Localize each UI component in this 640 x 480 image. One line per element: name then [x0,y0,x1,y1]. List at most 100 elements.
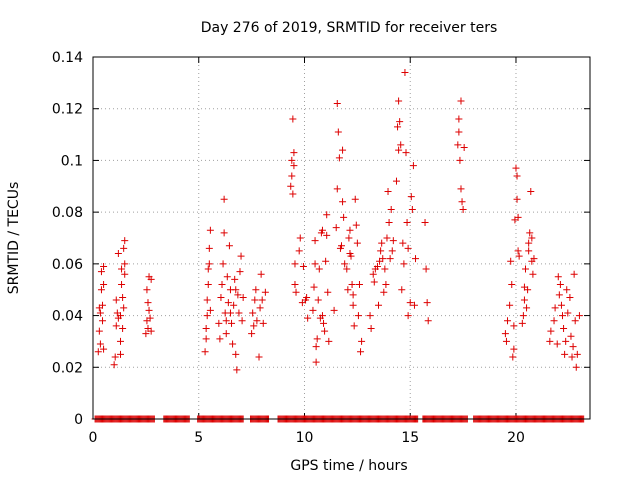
data-point [515,252,523,260]
x-axis-label: GPS time / hours [290,458,407,474]
data-point [357,348,365,356]
data-point [380,288,388,296]
data-point [570,270,578,278]
data-point [311,260,319,268]
data-point [99,317,107,325]
data-point [350,322,358,330]
data-point [406,299,414,307]
data-point [261,288,269,296]
data-point [314,296,322,304]
data-point [110,361,118,369]
data-point [506,301,514,309]
data-point [257,270,265,278]
x-tick-label: 15 [401,430,419,446]
data-point [404,244,412,252]
data-point [230,301,238,309]
data-point [118,281,126,289]
data-point [395,97,403,105]
data-point [572,363,580,371]
data-point [523,304,531,312]
data-point [258,296,266,304]
data-point [381,265,389,273]
data-point [219,260,227,268]
data-point [564,309,572,317]
data-point [373,262,381,270]
data-point [557,301,565,309]
data-point [234,291,242,299]
data-point [289,190,297,198]
data-point [513,195,521,203]
data-point [147,275,155,283]
data-point [407,193,415,201]
data-point [367,325,375,332]
plot-frame [92,56,591,420]
data-point [339,146,347,154]
data-point [259,319,267,327]
data-point [233,366,241,374]
data-point [299,262,307,270]
data-point [323,211,331,219]
data-point [239,293,247,301]
data-point [114,250,122,258]
data-point [573,350,581,358]
data-point [392,177,400,185]
data-point [358,337,366,345]
data-point [546,337,554,345]
data-point [97,286,105,294]
data-point [251,296,259,304]
data-point [315,265,323,273]
data-point [575,312,583,320]
data-point [111,353,119,361]
data-point [220,195,228,203]
y-axis-label: SRMTID / TECUs [6,182,22,295]
data-point [508,281,516,289]
chart-title: Day 276 of 2019, SRMTID for receiver ter… [201,20,498,36]
x-tick-label: 20 [507,430,525,446]
data-point [338,242,345,250]
data-point [206,226,214,234]
data-point [568,353,576,361]
data-point [112,296,120,304]
y-tick-label: 0.06 [52,257,83,273]
data-point [236,268,244,276]
data-point [386,255,394,263]
data-point [231,275,239,283]
data-point [289,115,297,123]
data-point [379,255,387,263]
data-point [562,337,570,345]
data-point [528,234,536,242]
data-point [369,270,377,278]
data-point [203,296,211,304]
data-point [217,293,225,301]
data-point [399,239,407,247]
data-point [249,309,257,317]
data-point [345,234,353,242]
data-point [377,247,385,255]
data-point [118,265,126,273]
data-point [547,327,555,335]
data-point [504,317,512,325]
y-tick-label: 0.12 [52,102,83,118]
data-point [563,286,571,294]
data-point [100,281,108,289]
data-point [408,206,416,214]
data-point [454,141,462,149]
data-point [569,343,577,351]
data-point [525,239,533,247]
data-point [530,255,538,263]
data-point [310,283,318,291]
data-point [97,268,105,276]
data-point [340,213,348,221]
data-point [351,195,359,203]
data-point [222,330,230,338]
data-point [527,187,535,195]
data-point [312,343,320,351]
data-point [567,332,575,340]
data-point [121,270,129,278]
data-point [120,304,128,312]
data-point [330,306,338,314]
data-point [510,345,518,353]
y-tick-label: 0.04 [52,309,83,325]
data-point [204,265,212,273]
